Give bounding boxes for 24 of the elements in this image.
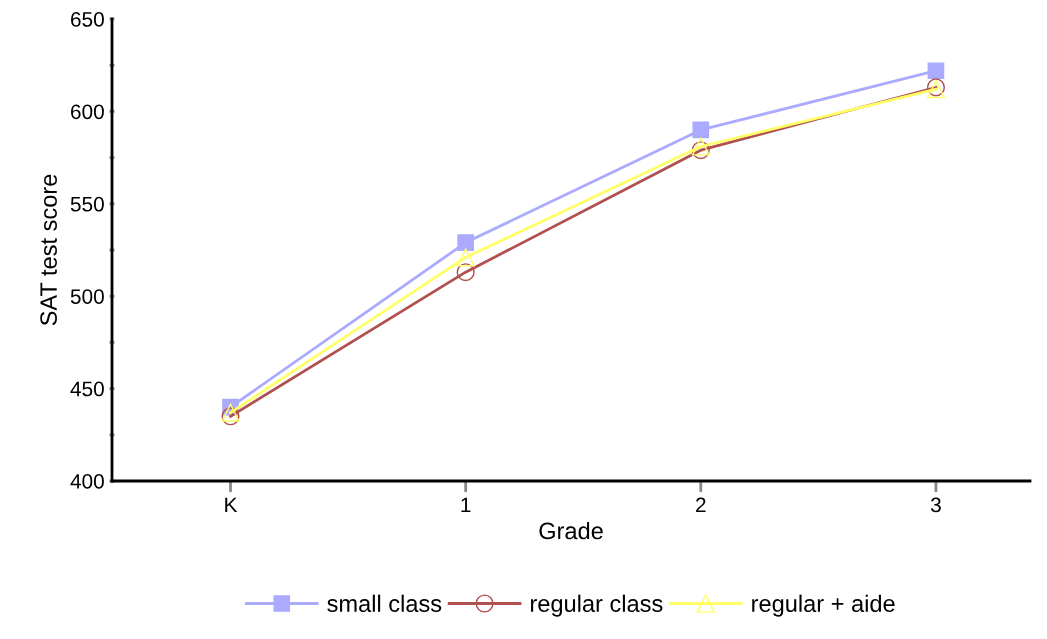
point	[456, 248, 475, 267]
x-axis-title: Grade	[539, 521, 603, 540]
y-tick-label: 500	[70, 289, 104, 304]
legend-label: regular + aide	[752, 594, 895, 617]
point	[456, 263, 475, 282]
point	[221, 407, 240, 426]
point	[457, 234, 474, 251]
y-tick-label: 650	[71, 12, 104, 27]
x-tick-label: 1	[461, 497, 471, 513]
y-tick-label: 400	[70, 474, 104, 489]
y-tick-label: 450	[70, 381, 104, 397]
y-tick-label: 600	[71, 104, 104, 120]
point	[691, 137, 710, 156]
x-tick-label: 2	[696, 497, 706, 513]
point	[692, 121, 710, 139]
legend-label: small class	[327, 594, 442, 612]
x-tick-label: K	[225, 497, 238, 513]
point	[691, 141, 710, 160]
point	[927, 62, 945, 80]
x-tick-label: 3	[930, 497, 941, 513]
y-axis-title: SAT test score	[40, 174, 57, 326]
y-tick-label: 550	[70, 196, 104, 212]
point	[221, 403, 240, 422]
legend-label: regular class	[530, 594, 663, 617]
